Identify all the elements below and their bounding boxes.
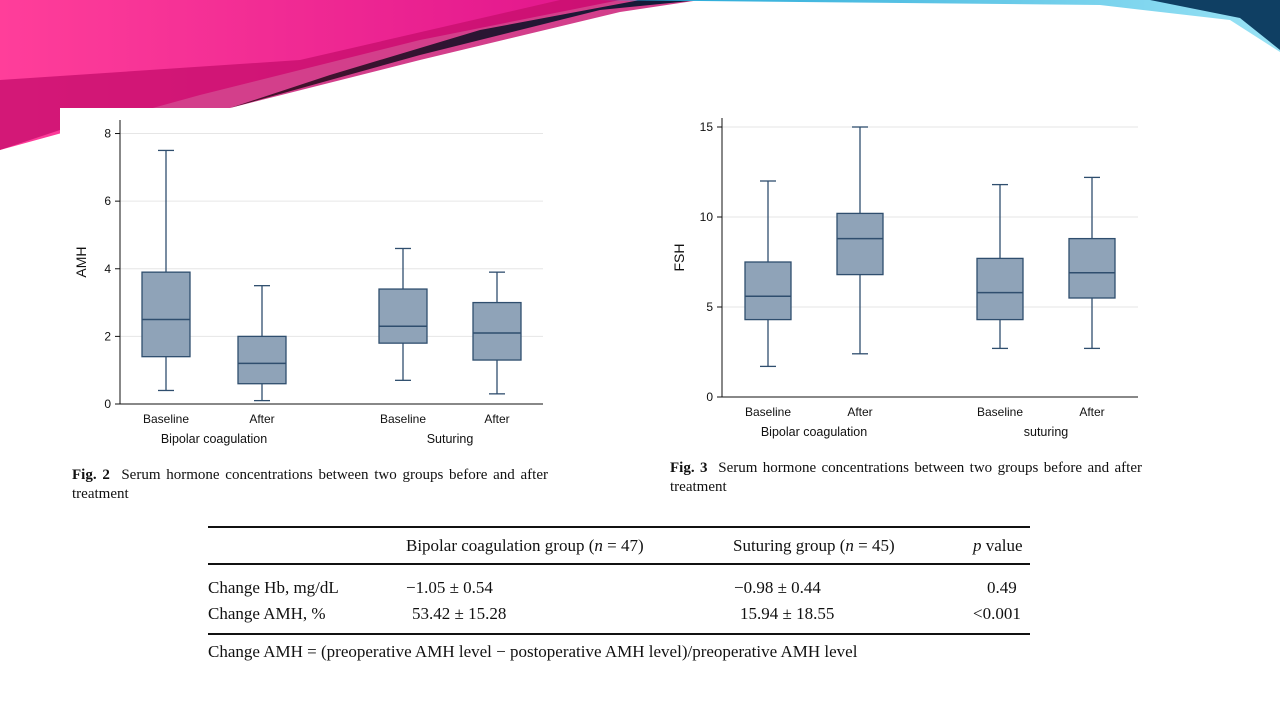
y-tick-label: 0 bbox=[706, 390, 713, 404]
header-suturing-text: Suturing group ( bbox=[733, 536, 846, 555]
figure-3-text: Serum hormone concentrations between two… bbox=[670, 460, 1142, 495]
y-tick-label: 15 bbox=[700, 120, 714, 134]
iqr-box bbox=[237, 335, 287, 385]
header-suturing-n: n bbox=[845, 536, 854, 555]
box-label: Baseline bbox=[143, 412, 189, 426]
amh-boxplot: 0 2 4 6 8 AMH Baseline After Baseline After Bipola… bbox=[73, 120, 543, 446]
group-label: Suturing bbox=[427, 432, 474, 446]
table-header-rule bbox=[208, 563, 1030, 565]
row-hb-suturing: −0.98 ± 0.44 bbox=[734, 578, 821, 597]
iqr-box bbox=[836, 212, 884, 276]
header-value: value bbox=[981, 536, 1023, 555]
y-tick-label: 0 bbox=[104, 397, 111, 411]
figure-2-text: Serum hormone concentrations between two… bbox=[72, 467, 548, 502]
row-amh-p: <0.001 bbox=[973, 604, 1021, 623]
y-tick-label: 2 bbox=[104, 329, 111, 343]
fsh-boxplot: 0 5 10 15 FSH Baseline After Baseline After Bipol… bbox=[671, 118, 1138, 439]
iqr-box bbox=[472, 301, 522, 361]
header-p: p bbox=[973, 536, 982, 555]
row-amh-suturing: 15.94 ± 18.55 bbox=[740, 604, 835, 623]
iqr-box bbox=[378, 288, 428, 344]
header-bipolar-text: Bipolar coagulation group ( bbox=[406, 536, 595, 555]
iqr-box bbox=[141, 271, 191, 358]
box-label: Baseline bbox=[380, 412, 426, 426]
header-suturing-count: = 45) bbox=[853, 536, 895, 555]
header-bipolar-count: = 47) bbox=[602, 536, 644, 555]
y-tick-label: 8 bbox=[104, 127, 111, 141]
table-footnote: Change AMH = (preoperative AMH level − p… bbox=[208, 642, 858, 661]
iqr-box bbox=[744, 261, 792, 321]
y-axis-label: FSH bbox=[671, 244, 687, 272]
y-tick-label: 6 bbox=[104, 194, 111, 208]
y-tick-label: 10 bbox=[700, 210, 714, 224]
iqr-box bbox=[1068, 237, 1116, 299]
header-suturing: Suturing group (n = 45) bbox=[733, 536, 895, 556]
header-p-value: p value bbox=[973, 536, 1023, 556]
row-hb-label: Change Hb, mg/dL bbox=[208, 578, 339, 597]
box-label: After bbox=[249, 412, 274, 426]
header-bipolar-n: n bbox=[594, 536, 603, 555]
group-label: suturing bbox=[1024, 425, 1069, 439]
box-label: Baseline bbox=[977, 405, 1023, 419]
box-label: After bbox=[1079, 405, 1104, 419]
group-label: Bipolar coagulation bbox=[761, 425, 867, 439]
row-amh-bipolar: 53.42 ± 15.28 bbox=[412, 604, 507, 623]
y-axis-label: AMH bbox=[73, 246, 89, 277]
box-label: Baseline bbox=[745, 405, 791, 419]
figure-3-label: Fig. 3 bbox=[670, 460, 708, 476]
figure-2-caption: Fig. 2 Serum hormone concentrations betw… bbox=[72, 466, 548, 504]
row-hb-bipolar: −1.05 ± 0.54 bbox=[406, 578, 493, 597]
table-top-rule bbox=[208, 526, 1030, 528]
figure-3-caption: Fig. 3 Serum hormone concentrations betw… bbox=[670, 459, 1142, 497]
group-label: Bipolar coagulation bbox=[161, 432, 267, 446]
figure-2-label: Fig. 2 bbox=[72, 467, 110, 483]
row-hb-p: 0.49 bbox=[987, 578, 1017, 597]
box-label: After bbox=[847, 405, 872, 419]
iqr-box bbox=[976, 257, 1024, 321]
box-label: After bbox=[484, 412, 509, 426]
row-amh-label: Change AMH, % bbox=[208, 604, 326, 623]
header-bipolar: Bipolar coagulation group (n = 47) bbox=[406, 536, 644, 556]
table-bottom-rule bbox=[208, 633, 1030, 635]
plot-area bbox=[120, 120, 543, 404]
y-tick-label: 4 bbox=[104, 262, 111, 276]
y-tick-label: 5 bbox=[706, 300, 713, 314]
